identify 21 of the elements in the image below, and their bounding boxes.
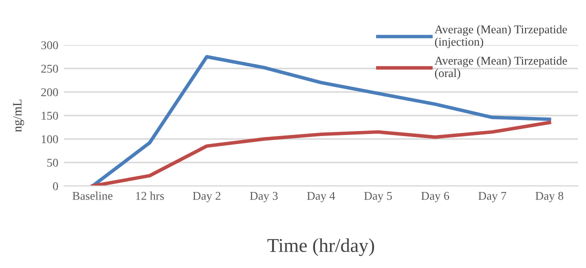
y-tick-label: 50 xyxy=(47,158,58,167)
x-tick-label: Day 8 xyxy=(536,192,564,202)
x-tick-label: Day 4 xyxy=(307,192,336,202)
x-tick-label: Day 6 xyxy=(421,192,450,202)
line-series xyxy=(90,120,552,186)
y-tick-label: 250 xyxy=(41,64,58,73)
y-tick-label: 0 xyxy=(52,182,58,190)
x-tick-label: Baseline xyxy=(72,192,112,200)
x-axis-title: Time (hr/day) xyxy=(267,238,374,256)
x-tick-label: Day 3 xyxy=(250,192,278,202)
y-axis-title: ng/mL xyxy=(13,100,24,132)
legend-label: Average (Mean) Tirzepatide (oral) xyxy=(434,56,567,80)
y-tick-label: 300 xyxy=(41,41,58,50)
x-tick-label: Day 7 xyxy=(478,192,506,202)
x-tick-label: Day 2 xyxy=(192,192,220,202)
y-tick-label: 150 xyxy=(42,112,58,120)
y-tick-label: 100 xyxy=(42,135,58,144)
x-tick-label: Day 5 xyxy=(364,192,392,202)
y-tick-label: 200 xyxy=(41,88,58,96)
legend-label: Average (Mean) Tirzepatide (injection) xyxy=(434,25,567,48)
x-tick-label: 12 hrs xyxy=(136,192,164,200)
